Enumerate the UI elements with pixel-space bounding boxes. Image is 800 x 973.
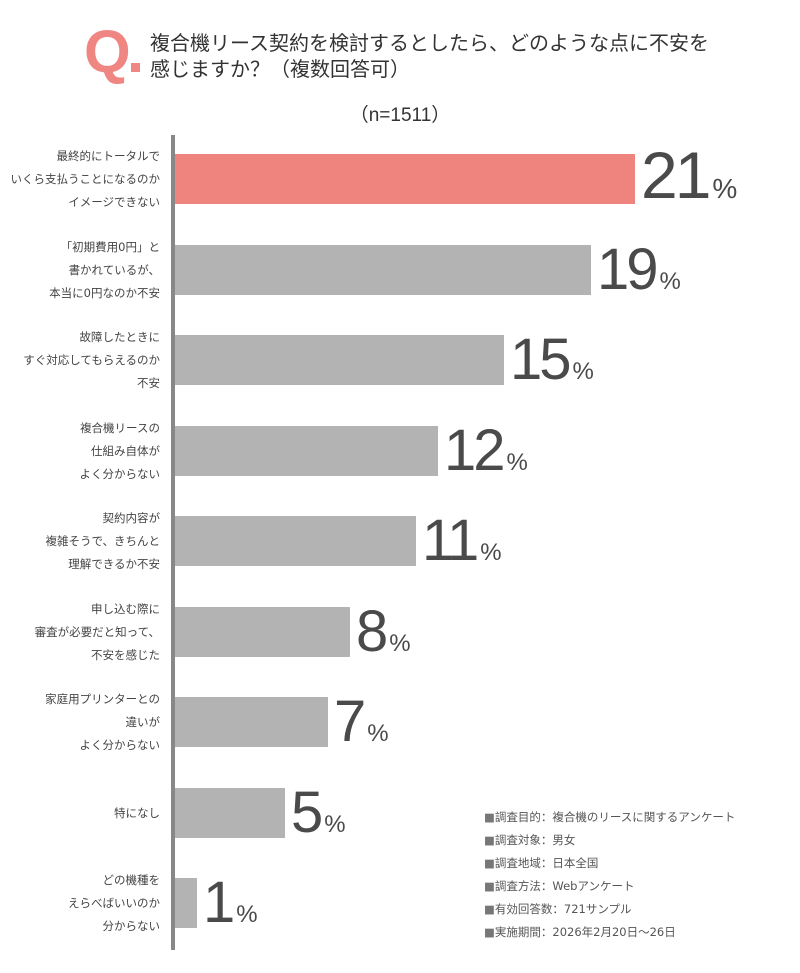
- bar: [175, 607, 350, 657]
- value-label: 19%: [597, 241, 681, 299]
- value-number: 15: [510, 327, 571, 392]
- bar: [175, 154, 635, 204]
- bar: [175, 335, 504, 385]
- value-number: 11: [422, 508, 479, 573]
- y-axis-line: [171, 135, 175, 950]
- value-label: 15%: [510, 331, 594, 389]
- value-number: 12: [444, 418, 505, 483]
- category-label: 最終的にトータルで いくら支払うことになるのか イメージできない: [10, 148, 161, 209]
- percent-sign: %: [480, 539, 502, 566]
- q-dot: [130, 63, 140, 72]
- bar: [175, 516, 416, 566]
- value-label: 12%: [444, 422, 528, 480]
- value-number: 19: [597, 237, 658, 302]
- bar-row: どの機種を えらべばいいのか 分からない 1%: [0, 873, 800, 933]
- value-label: 21%: [641, 142, 738, 208]
- value-number: 21: [641, 138, 711, 212]
- percent-sign: %: [572, 358, 594, 385]
- category-label: 特になし: [114, 805, 160, 820]
- value-number: 8: [356, 599, 388, 664]
- percent-sign: %: [506, 449, 528, 476]
- percent-sign: %: [367, 720, 389, 747]
- sample-size: （n=1511）: [349, 105, 451, 126]
- bar-row: 申し込む際に 審査が必要だと知って、 不安を感じた 8%: [0, 602, 800, 662]
- bar: [175, 245, 591, 295]
- category-label: 故障したときに すぐ対応してもらえるのか 不安: [23, 329, 160, 390]
- question-title: 複合機リース契約を検討するとしたら、どのような点に不安を 感じますか？（複数回答…: [150, 31, 709, 81]
- note-responses: 有効回答数：721サンプル: [484, 898, 735, 921]
- percent-sign: %: [236, 901, 258, 928]
- bar: [175, 697, 328, 747]
- percent-sign: %: [659, 268, 681, 295]
- value-number: 5: [291, 780, 323, 845]
- bar: [175, 788, 285, 838]
- value-number: 7: [334, 689, 366, 754]
- bar-row: 家庭用プリンターとの 違いが よく分からない 7%: [0, 692, 800, 752]
- category-label: 家庭用プリンターとの 違いが よく分からない: [45, 691, 160, 752]
- q-mark: Q: [84, 22, 140, 82]
- percent-sign: %: [389, 630, 411, 657]
- note-period: 実施期間：2026年2月20日～26日: [484, 921, 735, 944]
- value-label: 8%: [356, 603, 411, 661]
- category-label: どの機種を えらべばいいのか 分からない: [68, 872, 160, 933]
- bar-row: 複合機リースの 仕組み自体が よく分からない 12%: [0, 421, 800, 481]
- value-label: 11%: [422, 512, 502, 570]
- category-label: 契約内容が 複雑そうで、きちんと 理解できるか不安: [45, 510, 160, 571]
- percent-sign: %: [324, 811, 346, 838]
- bar-row: 「初期費用0円」と 書かれているが、 本当に0円なのか不安 19%: [0, 240, 800, 300]
- category-label: 申し込む際に 審査が必要だと知って、 不安を感じた: [34, 601, 160, 662]
- value-label: 1%: [203, 874, 258, 932]
- bar-row: 故障したときに すぐ対応してもらえるのか 不安 15%: [0, 330, 800, 390]
- survey-notes: 調査目的：複合機のリースに関するアンケート 調査対象：男女 調査地域：日本全国 …: [484, 806, 735, 944]
- note-purpose: 調査目的：複合機のリースに関するアンケート: [484, 806, 735, 829]
- note-region: 調査地域：日本全国: [484, 852, 735, 875]
- note-method: 調査方法：Webアンケート: [484, 875, 735, 898]
- bar: [175, 426, 438, 476]
- value-label: 5%: [291, 784, 346, 842]
- category-label: 複合機リースの 仕組み自体が よく分からない: [79, 420, 161, 481]
- note-target: 調査対象：男女: [484, 829, 735, 852]
- percent-sign: %: [712, 173, 738, 204]
- value-label: 7%: [334, 693, 389, 751]
- bar: [175, 878, 197, 928]
- category-label: 「初期費用0円」と 書かれているが、 本当に0円なのか不安: [49, 239, 160, 300]
- bar-row: 最終的にトータルで いくら支払うことになるのか イメージできない 21%: [0, 142, 800, 209]
- bar-row: 契約内容が 複雑そうで、きちんと 理解できるか不安 11%: [0, 511, 800, 571]
- value-number: 1: [203, 870, 235, 935]
- bar-row: 特になし 5%: [0, 784, 800, 842]
